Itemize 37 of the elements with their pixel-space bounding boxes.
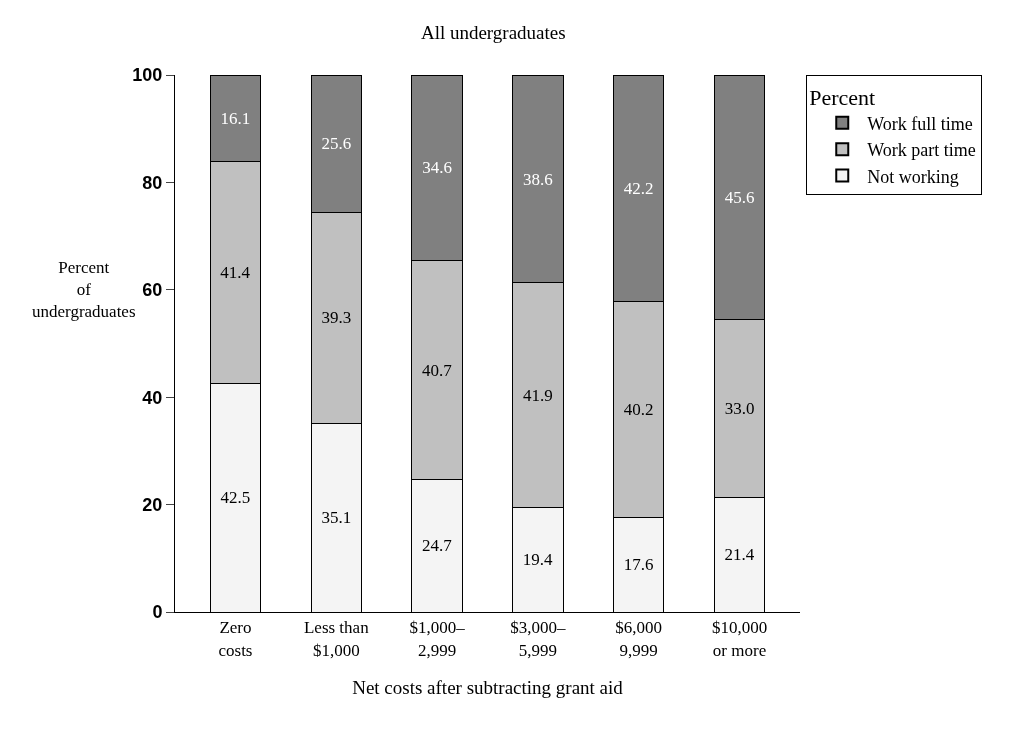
y-tick-label: 40: [142, 387, 163, 408]
data-label: 40.2: [623, 400, 654, 420]
data-label: 34.6: [422, 158, 452, 178]
data-label: 35.1: [321, 508, 352, 528]
y-tick-label: 0: [152, 602, 163, 623]
data-label: 45.6: [724, 187, 755, 207]
legend-label: Work part time: [867, 140, 976, 161]
x-axis-title: Net costs after subtracting grant aid: [352, 677, 624, 699]
x-tick-label: Less than $1,000: [303, 618, 370, 660]
x-tick-label: Zero costs: [218, 618, 253, 660]
data-label: 16.1: [220, 108, 251, 128]
data-label: 40.7: [421, 360, 453, 380]
data-label: 41.9: [523, 385, 553, 405]
data-label: 19.4: [522, 550, 554, 570]
data-label: 39.3: [321, 308, 352, 328]
y-tick-label: 80: [142, 172, 163, 193]
legend-label: Work full time: [867, 113, 973, 134]
y-tick-label: 100: [132, 65, 163, 86]
x-tick-label: $3,000– 5,999: [510, 618, 567, 660]
legend-label: Not working: [867, 166, 959, 187]
data-label: 25.6: [321, 134, 352, 154]
y-axis-title: Percent of undergraduates: [32, 258, 136, 322]
x-tick-label: $1,000– 2,999: [409, 618, 466, 660]
x-tick-label: $6,000 9,999: [615, 618, 663, 660]
data-label: 42.5: [220, 488, 251, 508]
data-label: 17.6: [623, 555, 654, 575]
data-label: 24.7: [421, 536, 453, 556]
chart-title: All undergraduates: [420, 21, 566, 43]
data-label: 41.4: [220, 263, 251, 283]
data-label: 38.6: [523, 169, 553, 189]
x-tick-label: $10,000 or more: [711, 618, 768, 660]
data-label: 21.4: [724, 545, 755, 565]
data-label: 42.2: [623, 178, 654, 198]
y-tick-label: 60: [142, 280, 163, 301]
y-tick-label: 20: [142, 494, 163, 515]
data-label: 33.0: [724, 398, 755, 418]
legend-title: Percent: [809, 84, 876, 110]
